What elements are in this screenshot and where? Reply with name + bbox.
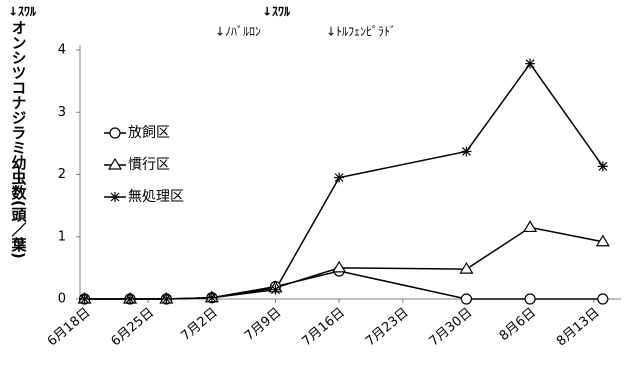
series-line: [84, 226, 603, 300]
y-tick-label: 1: [58, 229, 66, 244]
data-point: [125, 294, 136, 304]
series-line: [84, 270, 603, 300]
legend-label: 慣行区: [128, 156, 170, 173]
legend-marker: [107, 157, 123, 170]
data-point: [334, 172, 345, 183]
y-tick-label: 3: [58, 105, 66, 120]
data-point: [597, 293, 609, 305]
data-point: [79, 294, 90, 304]
x-tick-label: 6月18日: [45, 305, 94, 349]
x-tick-label: 8月13日: [554, 305, 603, 349]
x-tick-label: 7月16日: [299, 305, 348, 349]
data-point: [332, 260, 347, 273]
data-point: [461, 146, 472, 157]
y-tick-label: 0: [58, 292, 66, 307]
data-point: [206, 292, 217, 303]
x-tick-label: 7月23日: [363, 305, 412, 349]
data-point: [460, 293, 473, 305]
y-tick-label: 4: [58, 43, 66, 58]
series-line: [84, 62, 604, 300]
annotation: ↓ﾉﾊﾞﾙﾛﾝ: [215, 25, 261, 39]
data-point: [595, 234, 610, 247]
annotation: ↓ﾄﾙﾌｪﾝﾋﾟﾗﾄﾞ: [326, 25, 396, 39]
legend-label: 無処理区: [128, 189, 184, 205]
annotation: ↓ｽﾜﾙ: [262, 5, 291, 19]
x-tick-label: 7月9日: [242, 305, 284, 344]
x-tick-label: 8月6日: [497, 305, 539, 344]
data-point: [523, 220, 538, 233]
legend-marker: [110, 192, 120, 202]
x-tick-label: 6月25日: [108, 305, 157, 349]
data-point: [524, 293, 536, 305]
legend-marker: [109, 127, 121, 139]
data-point: [270, 284, 281, 295]
data-point: [459, 261, 474, 274]
x-tick-label: 7月2日: [178, 305, 220, 344]
x-tick-label: 7月30日: [427, 305, 476, 349]
y-tick-label: 2: [58, 167, 66, 182]
data-point: [161, 294, 172, 304]
legend-label: 放飼区: [128, 125, 170, 141]
data-point: [525, 58, 536, 69]
y-axis-label: オンシツコナジラミ幼虫数(頭／葉): [10, 20, 28, 259]
annotation: ↓ｽﾜﾙ: [8, 5, 37, 19]
data-point: [597, 161, 608, 172]
